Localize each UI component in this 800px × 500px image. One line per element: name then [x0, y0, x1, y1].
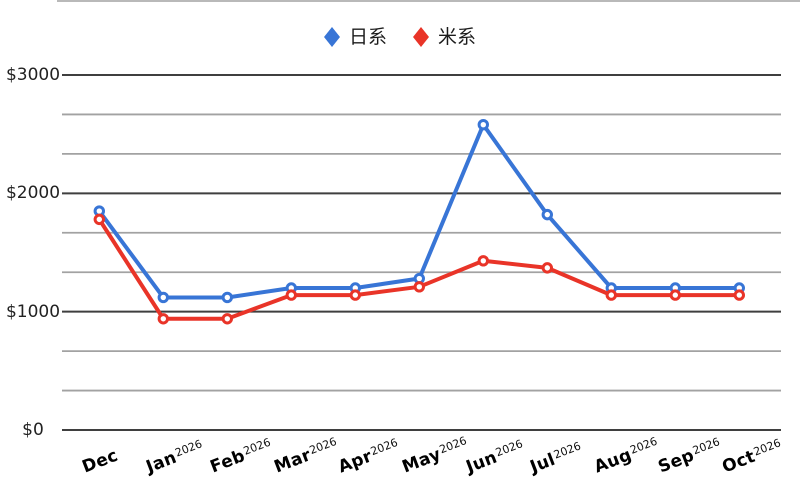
y-axis-label: $2000: [5, 183, 61, 204]
diamond-marker-icon: [323, 27, 340, 47]
top-border-line: [57, 0, 800, 2]
data-point: [349, 289, 361, 301]
y-axis-label: $0: [22, 420, 44, 440]
data-point: [157, 291, 170, 304]
data-point: [733, 289, 745, 301]
legend-label-beikei: 米系: [438, 25, 477, 48]
data-point: [221, 291, 234, 304]
data-point: [541, 262, 553, 274]
data-point: [605, 289, 617, 301]
data-point: [221, 313, 234, 325]
data-point: [413, 281, 425, 293]
data-point: [669, 289, 681, 301]
legend-label-nikkei: 日系: [348, 25, 387, 48]
legend-item-beikei[interactable]: 米系: [413, 27, 476, 47]
series-line-1: [97, 217, 742, 321]
legend-item-nikkei[interactable]: 日系: [323, 25, 387, 48]
data-point: [285, 289, 297, 301]
legend: 日系 米系: [0, 27, 800, 47]
data-point: [477, 119, 489, 131]
data-point: [477, 255, 489, 267]
data-point: [157, 313, 170, 325]
diamond-marker-icon: [413, 27, 429, 47]
y-axis-label: $1000: [5, 301, 61, 322]
data-point: [541, 208, 553, 221]
data-point: [93, 213, 106, 226]
y-axis-label: $3000: [5, 65, 61, 85]
